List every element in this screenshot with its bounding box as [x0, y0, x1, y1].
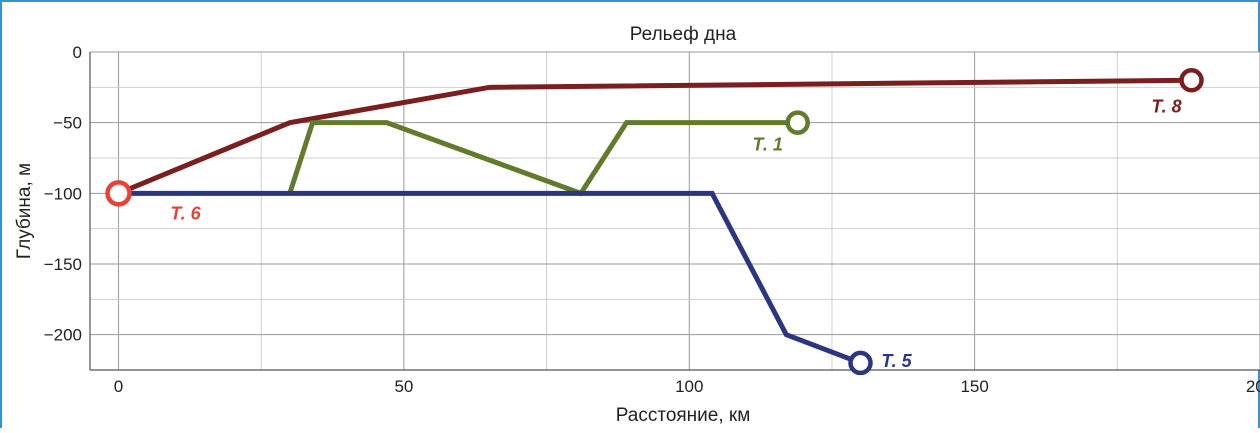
axes	[89, 52, 1260, 371]
start-marker	[105, 180, 132, 207]
plot-area	[90, 52, 1260, 370]
y-tick-label: −50	[53, 114, 82, 133]
series-line	[118, 190, 862, 366]
series-end-label: Т. 5	[881, 351, 912, 371]
series-end-marker	[848, 350, 873, 376]
series-end-label: Т. 8	[1151, 96, 1181, 116]
tick-labels: 0 50 100 150 200 0 −50 −100 −150 −200	[44, 43, 1260, 396]
x-tick-label: 0	[114, 377, 123, 396]
x-tick-label: 50	[394, 377, 413, 396]
chart-title: Рельеф дна	[630, 24, 737, 45]
y-axis-label: Глубина, м	[14, 163, 35, 259]
series-end-label: Т. 1	[753, 135, 783, 155]
series-group	[117, 77, 1192, 366]
y-tick-label: −150	[44, 255, 82, 274]
start-marker-label: Т. 6	[170, 203, 201, 223]
y-tick-label: 0	[73, 43, 82, 62]
x-axis-label: Расстояние, км	[616, 405, 751, 426]
x-tick-label: 150	[960, 377, 988, 396]
x-tick-label: 200	[1246, 377, 1260, 396]
series-end-marker	[785, 110, 810, 135]
markers-group: Т. 8 Т. 1 Т. 5 Т. 6	[105, 68, 1204, 376]
y-tick-label: −100	[44, 184, 82, 203]
x-tick-label: 100	[675, 377, 703, 396]
y-tick-label: −200	[44, 326, 82, 345]
series-line	[287, 120, 798, 197]
series-end-marker	[1179, 68, 1204, 93]
series-line	[117, 77, 1192, 196]
